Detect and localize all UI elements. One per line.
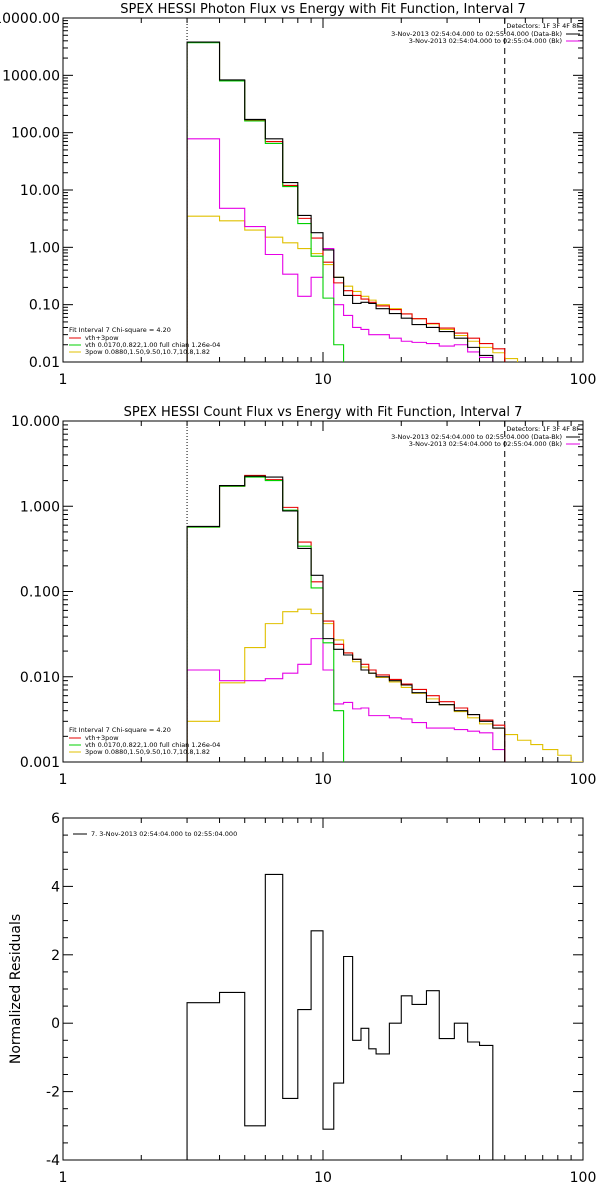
y-tick-label: 4 [51, 879, 60, 895]
residuals-panel: 1 10 100 6 4 2 0 -2 -4 Normalized Residuals 7. 3-N… [8, 811, 596, 1186]
y-tick-label: 0.001 [20, 755, 60, 771]
legend-right-entry: 3-Nov-2013 02:54:04.000 to 02:55:04.000 … [409, 440, 562, 448]
x-tick-label: 100 [570, 772, 597, 788]
y-tick-label: 0.10 [29, 298, 60, 314]
x-tick-label: 10 [314, 1170, 332, 1186]
legend-right-entry: 3-Nov-2013 02:54:04.000 to 02:55:04.000 … [409, 37, 562, 45]
count-flux-panel: 1 10 100 10.000 1.000 0.100 0.010 0.001 SPEX HES… [11, 405, 596, 788]
y-tick-label: -2 [46, 1085, 60, 1101]
chart-title: SPEX HESSI Photon Flux vs Energy with Fi… [120, 2, 526, 17]
y-tick-label: 1000.00 [2, 68, 60, 84]
y-tick-label: -4 [46, 1153, 60, 1169]
x-tick-label: 1 [59, 1170, 68, 1186]
y-tick-label: 0.01 [29, 355, 60, 371]
y-tick-label: 10.00 [20, 183, 60, 199]
series-data-bk [186, 41, 505, 362]
legend-left-entry: vth+3pow [85, 734, 119, 742]
chart-title: SPEX HESSI Count Flux vs Energy with Fit… [124, 405, 523, 420]
x-tick-label: 10 [314, 372, 332, 388]
y-axis-label: Normalized Residuals [8, 914, 24, 1064]
x-tick-label: 1 [59, 772, 68, 788]
legend-left-entry: vth 0.0170,0.822,1.00 full chian 1.26e-0… [85, 341, 220, 349]
x-tick-label: 1 [59, 372, 68, 388]
series-bk [186, 138, 505, 362]
y-tick-label: 1.00 [29, 240, 60, 256]
legend-left-entry: 3pow 0.0880,1.50,9.50,10.7,10.8,1.82 [85, 748, 210, 756]
detectors-label: Detectors: 1F 3F 4F 8F [506, 425, 580, 433]
series-3pow [186, 608, 583, 762]
y-tick-label: 10.000 [11, 414, 60, 430]
series-data-bk [186, 475, 506, 762]
series-3pow [186, 215, 544, 362]
series-vth-3pow [186, 41, 506, 362]
x-tick-label: 10 [314, 772, 332, 788]
x-tick-label: 100 [570, 372, 597, 388]
series-group [186, 41, 544, 362]
series-group [186, 474, 583, 762]
series-vth [186, 42, 354, 362]
y-tick-label: 0 [51, 1016, 60, 1032]
legend-left-entry: vth+3pow [85, 334, 119, 342]
legend-left-entry: vth 0.0170,0.822,1.00 full chian 1.26e-0… [85, 741, 220, 749]
legend-right-entry: 3-Nov-2013 02:54:04.000 to 02:55:04.000 … [391, 433, 562, 441]
detectors-label: Detectors: 1F 3F 4F 8F [506, 22, 580, 30]
y-tick-label: 1.000 [20, 499, 60, 515]
x-tick-label: 100 [570, 1170, 597, 1186]
series-residuals [186, 873, 505, 1160]
y-tick-label: 2 [51, 948, 60, 964]
y-tick-label: 100.00 [11, 126, 60, 142]
series-group [186, 873, 505, 1160]
series-vth-3pow [186, 474, 506, 762]
y-tick-label: 6 [51, 811, 60, 827]
fit-interval-label: Fit Interval 7 Chi-square = 4.20 [69, 326, 171, 334]
fit-interval-label: Fit Interval 7 Chi-square = 4.20 [69, 726, 171, 734]
legend-entry: 7. 3-Nov-2013 02:54:04.000 to 02:55:04.0… [91, 830, 237, 838]
legend-right-entry: 3-Nov-2013 02:54:04.000 to 02:55:04.000 … [391, 30, 562, 38]
y-tick-label: 0.100 [20, 585, 60, 601]
series-bk [186, 638, 506, 762]
legend-left-entry: 3pow 0.0880,1.50,9.50,10.7,10.8,1.82 [85, 348, 210, 356]
y-tick-label: 0.010 [20, 670, 60, 686]
